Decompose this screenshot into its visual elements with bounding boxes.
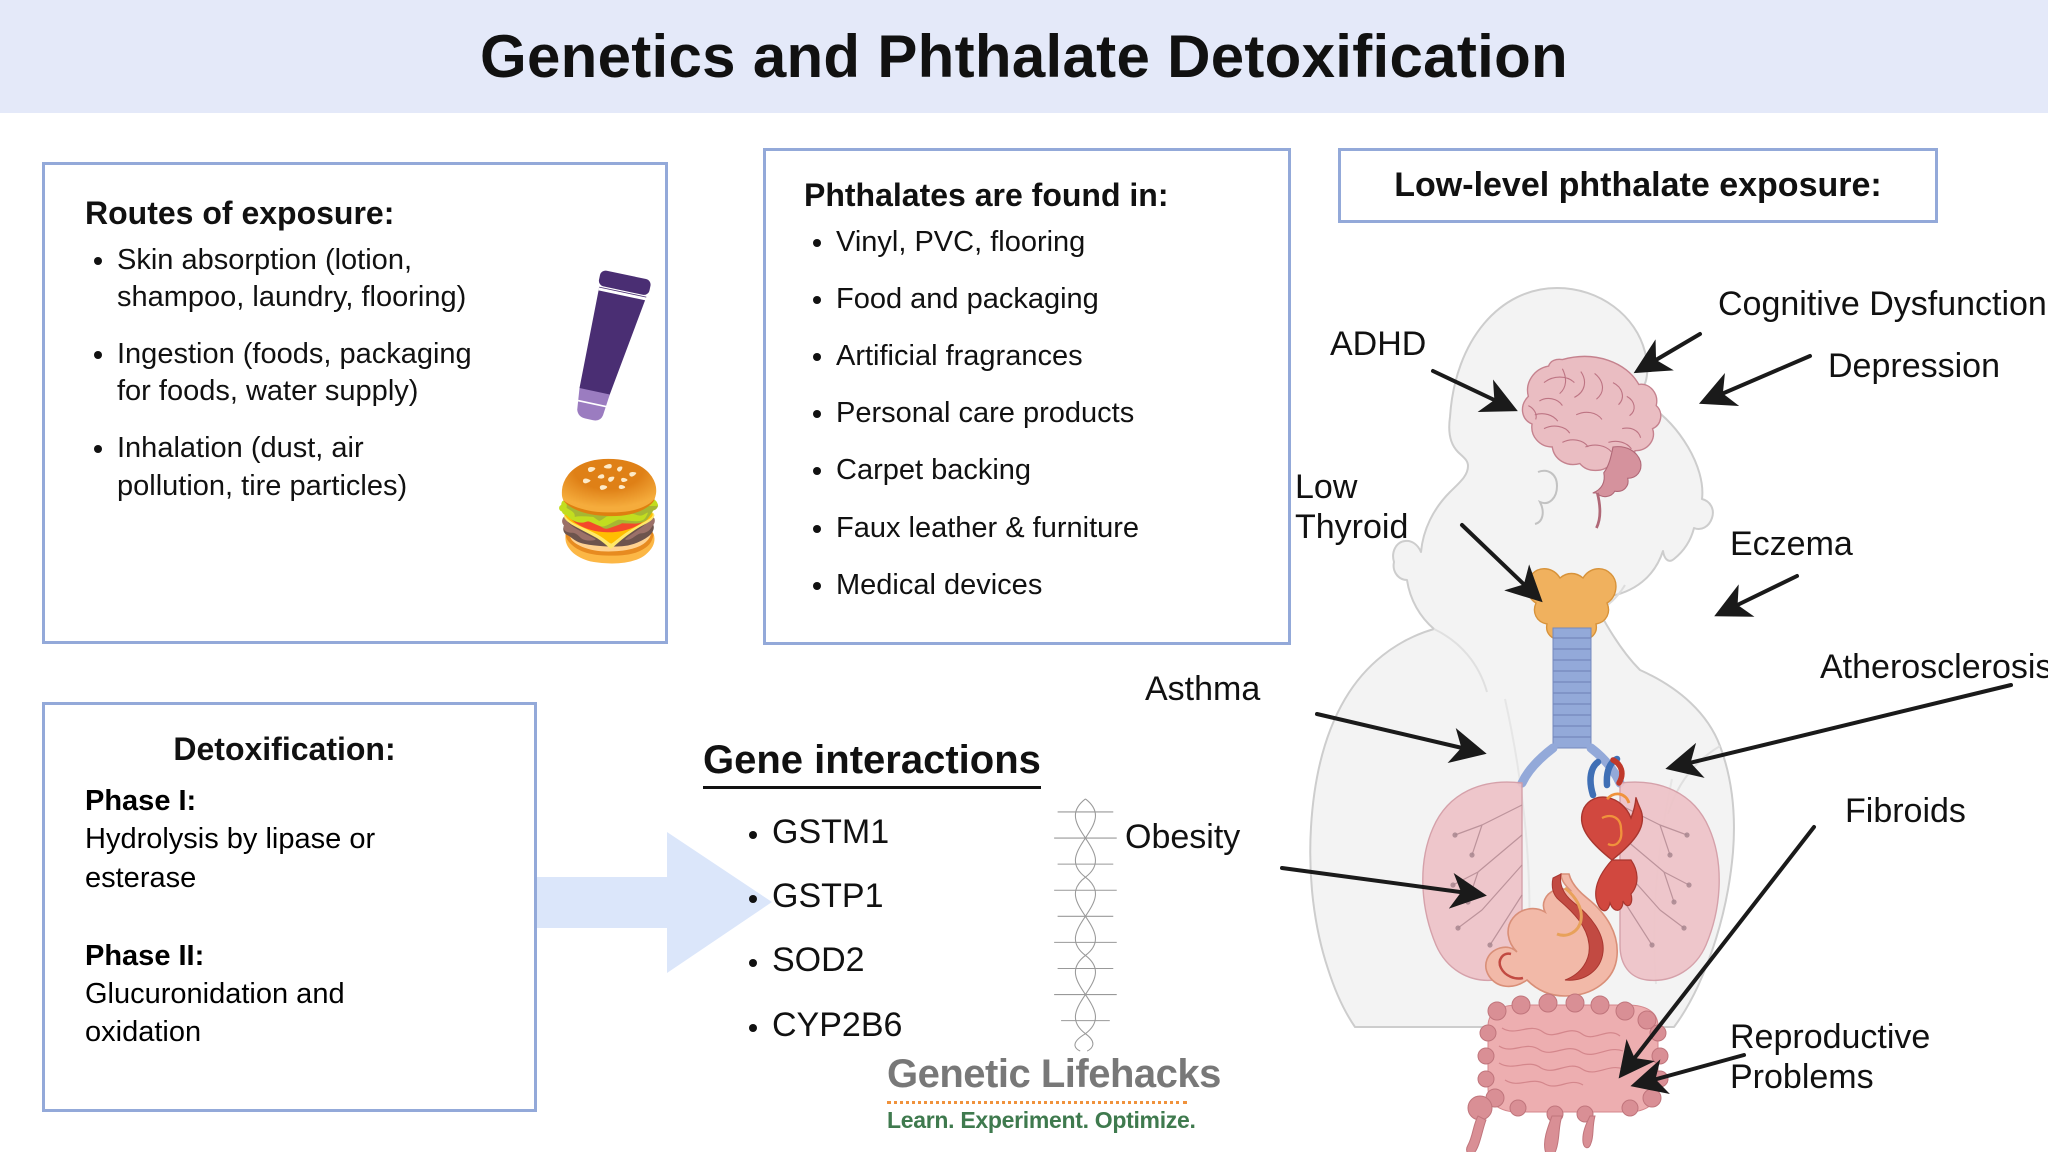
svg-text:Thyroid: Thyroid <box>1295 508 1408 546</box>
svg-text:Obesity: Obesity <box>1125 818 1240 856</box>
svg-text:Reproductive: Reproductive <box>1730 1018 1930 1056</box>
svg-text:Depression: Depression <box>1828 347 2000 385</box>
svg-text:Problems: Problems <box>1730 1058 1874 1096</box>
svg-text:Cognitive Dysfunction: Cognitive Dysfunction <box>1718 285 2047 323</box>
svg-text:Low: Low <box>1295 468 1358 506</box>
svg-text:Atherosclerosis: Atherosclerosis <box>1820 648 2048 686</box>
svg-text:Eczema: Eczema <box>1730 525 1853 563</box>
svg-text:ADHD: ADHD <box>1330 325 1426 363</box>
svg-text:Fibroids: Fibroids <box>1845 792 1966 830</box>
svg-text:Asthma: Asthma <box>1145 670 1260 708</box>
